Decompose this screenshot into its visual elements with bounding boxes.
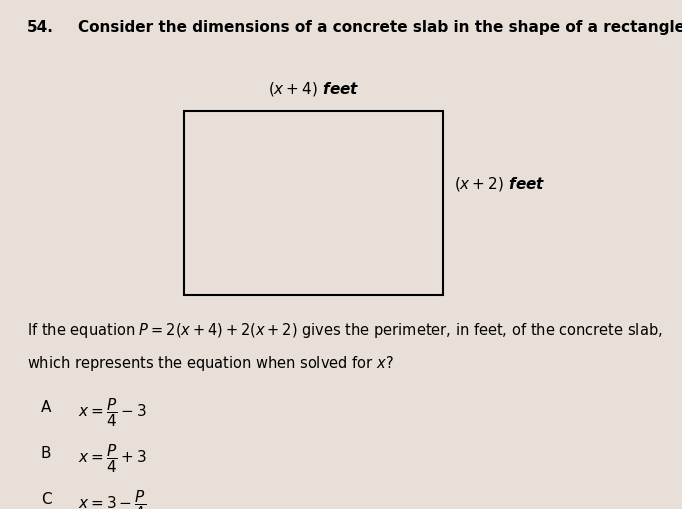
- Text: $x = 3 - \dfrac{P}{4}$: $x = 3 - \dfrac{P}{4}$: [78, 487, 147, 509]
- Text: $(x + 2)$ feet: $(x + 2)$ feet: [454, 174, 546, 192]
- Text: B: B: [41, 445, 51, 460]
- Text: If the equation $P = 2(x + 4) + 2(x + 2)$ gives the perimeter, in feet, of the c: If the equation $P = 2(x + 4) + 2(x + 2)…: [27, 321, 663, 340]
- Text: 54.: 54.: [27, 20, 54, 35]
- Text: $x = \dfrac{P}{4} + 3$: $x = \dfrac{P}{4} + 3$: [78, 441, 147, 474]
- Text: which represents the equation when solved for $x$?: which represents the equation when solve…: [27, 354, 394, 373]
- Text: $(x + 4)$ feet: $(x + 4)$ feet: [268, 80, 359, 98]
- Text: Consider the dimensions of a concrete slab in the shape of a rectangle.: Consider the dimensions of a concrete sl…: [78, 20, 682, 35]
- Text: $x = \dfrac{P}{4} - 3$: $x = \dfrac{P}{4} - 3$: [78, 395, 147, 428]
- Text: A: A: [41, 400, 51, 414]
- Text: C: C: [41, 491, 52, 506]
- Bar: [184, 112, 443, 295]
